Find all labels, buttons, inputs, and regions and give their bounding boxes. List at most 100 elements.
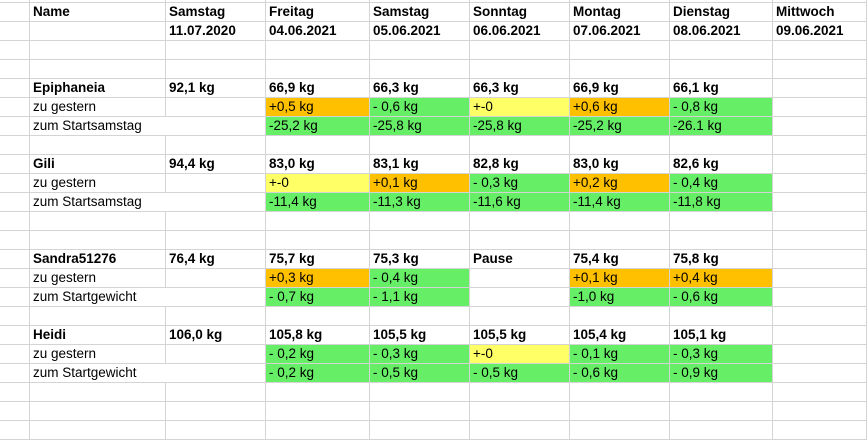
grid-cell[interactable] bbox=[266, 383, 370, 402]
grid-cell[interactable] bbox=[0, 269, 30, 288]
delta-cell[interactable]: +0,5 kg bbox=[266, 98, 370, 117]
header-date[interactable]: 05.06.2021 bbox=[370, 22, 470, 41]
weight-value[interactable]: 66,9 kg bbox=[570, 79, 670, 98]
total-cell[interactable]: -11,3 kg bbox=[370, 193, 470, 212]
grid-cell[interactable] bbox=[470, 60, 570, 79]
grid-cell[interactable] bbox=[370, 231, 470, 250]
grid-cell[interactable] bbox=[773, 212, 867, 231]
delta-cell[interactable]: +0,4 kg bbox=[670, 269, 773, 288]
total-cell[interactable]: - 0,5 kg bbox=[470, 364, 570, 383]
weight-value[interactable]: 83,0 kg bbox=[570, 155, 670, 174]
grid-cell[interactable] bbox=[266, 421, 370, 440]
grid-cell[interactable] bbox=[370, 307, 470, 326]
grid-cell[interactable] bbox=[30, 22, 166, 41]
grid-cell[interactable] bbox=[30, 60, 166, 79]
delta-cell[interactable]: +0,2 kg bbox=[570, 174, 670, 193]
total-cell[interactable]: -25,2 kg bbox=[570, 117, 670, 136]
grid-cell[interactable] bbox=[670, 60, 773, 79]
grid-cell[interactable] bbox=[570, 0, 670, 3]
grid-cell[interactable] bbox=[0, 117, 30, 136]
grid-cell[interactable] bbox=[166, 41, 266, 60]
grid-cell[interactable] bbox=[370, 41, 470, 60]
delta-cell[interactable]: - 0,1 kg bbox=[570, 345, 670, 364]
grid-cell[interactable] bbox=[166, 421, 266, 440]
header-date[interactable]: 11.07.2020 bbox=[166, 22, 266, 41]
grid-cell[interactable] bbox=[470, 231, 570, 250]
grid-cell[interactable] bbox=[570, 307, 670, 326]
grid-cell[interactable] bbox=[0, 326, 30, 345]
total-cell[interactable] bbox=[773, 288, 867, 307]
weight-value[interactable]: 66,9 kg bbox=[266, 79, 370, 98]
grid-cell[interactable] bbox=[0, 250, 30, 269]
header-date[interactable]: 09.06.2021 bbox=[773, 22, 867, 41]
grid-cell[interactable] bbox=[266, 0, 370, 3]
grid-cell[interactable] bbox=[266, 136, 370, 155]
delta-cell[interactable] bbox=[470, 269, 570, 288]
grid-cell[interactable] bbox=[30, 383, 166, 402]
weight-value[interactable]: 66,3 kg bbox=[470, 79, 570, 98]
grid-cell[interactable] bbox=[30, 41, 166, 60]
grid-cell[interactable] bbox=[30, 212, 166, 231]
person-name[interactable]: Gili bbox=[30, 155, 166, 174]
grid-cell[interactable] bbox=[0, 136, 30, 155]
weight-value[interactable] bbox=[773, 250, 867, 269]
total-cell[interactable] bbox=[166, 364, 266, 383]
delta-cell[interactable]: +0,3 kg bbox=[266, 269, 370, 288]
grid-cell[interactable] bbox=[166, 0, 266, 3]
grid-cell[interactable] bbox=[0, 231, 30, 250]
delta-cell[interactable]: +0,1 kg bbox=[570, 269, 670, 288]
grid-cell[interactable] bbox=[30, 307, 166, 326]
weight-value[interactable]: 82,8 kg bbox=[470, 155, 570, 174]
header-name-label[interactable]: Name bbox=[30, 3, 166, 22]
delta-cell[interactable] bbox=[166, 98, 266, 117]
grid-cell[interactable] bbox=[670, 402, 773, 421]
grid-cell[interactable] bbox=[470, 136, 570, 155]
total-cell[interactable]: -1,0 kg bbox=[570, 288, 670, 307]
delta-cell[interactable]: - 0,6 kg bbox=[370, 98, 470, 117]
weight-value[interactable]: 75,3 kg bbox=[370, 250, 470, 269]
grid-cell[interactable] bbox=[266, 307, 370, 326]
weight-value[interactable] bbox=[773, 326, 867, 345]
person-name[interactable]: Epiphaneia bbox=[30, 79, 166, 98]
grid-cell[interactable] bbox=[570, 421, 670, 440]
total-cell[interactable] bbox=[166, 288, 266, 307]
row-label-total[interactable]: zum Startsamstag bbox=[30, 193, 166, 212]
grid-cell[interactable] bbox=[370, 212, 470, 231]
delta-cell[interactable]: - 0,4 kg bbox=[670, 174, 773, 193]
grid-cell[interactable] bbox=[670, 383, 773, 402]
weight-value[interactable]: 75,8 kg bbox=[670, 250, 773, 269]
grid-cell[interactable] bbox=[0, 60, 30, 79]
total-cell[interactable] bbox=[166, 117, 266, 136]
grid-cell[interactable] bbox=[370, 60, 470, 79]
grid-cell[interactable] bbox=[570, 60, 670, 79]
grid-cell[interactable] bbox=[0, 307, 30, 326]
weight-value[interactable] bbox=[773, 79, 867, 98]
grid-cell[interactable] bbox=[266, 231, 370, 250]
weight-value[interactable]: 66,3 kg bbox=[370, 79, 470, 98]
grid-cell[interactable] bbox=[0, 421, 30, 440]
grid-cell[interactable] bbox=[570, 212, 670, 231]
grid-cell[interactable] bbox=[773, 136, 867, 155]
grid-cell[interactable] bbox=[0, 3, 30, 22]
grid-cell[interactable] bbox=[470, 0, 570, 3]
grid-cell[interactable] bbox=[370, 421, 470, 440]
grid-cell[interactable] bbox=[570, 41, 670, 60]
row-label-total[interactable]: zum Startsamstag bbox=[30, 117, 166, 136]
delta-cell[interactable] bbox=[773, 174, 867, 193]
total-cell[interactable] bbox=[773, 117, 867, 136]
grid-cell[interactable] bbox=[670, 0, 773, 3]
grid-cell[interactable] bbox=[670, 421, 773, 440]
grid-cell[interactable] bbox=[570, 136, 670, 155]
row-label-delta[interactable]: zu gestern bbox=[30, 98, 166, 117]
grid-cell[interactable] bbox=[773, 421, 867, 440]
row-label-delta[interactable]: zu gestern bbox=[30, 174, 166, 193]
delta-cell[interactable]: - 0,8 kg bbox=[670, 98, 773, 117]
delta-cell[interactable] bbox=[773, 269, 867, 288]
grid-cell[interactable] bbox=[30, 0, 166, 3]
grid-cell[interactable] bbox=[470, 212, 570, 231]
grid-cell[interactable] bbox=[370, 0, 470, 3]
grid-cell[interactable] bbox=[0, 345, 30, 364]
person-name[interactable]: Sandra51276 bbox=[30, 250, 166, 269]
grid-cell[interactable] bbox=[670, 41, 773, 60]
total-cell[interactable]: -26.1 kg bbox=[670, 117, 773, 136]
